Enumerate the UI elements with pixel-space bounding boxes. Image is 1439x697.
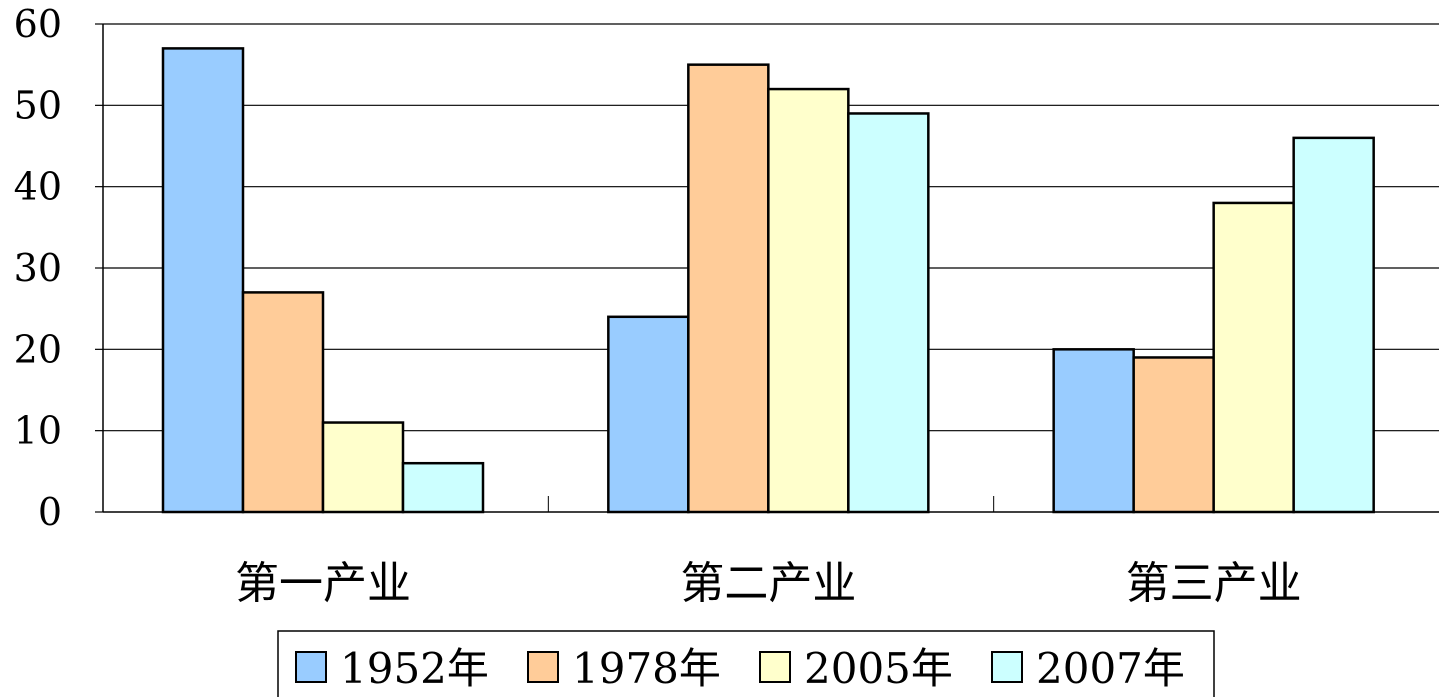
legend: 1952年 1978年 2005年 2007年 <box>277 630 1215 697</box>
legend-label-2007年: 2007年 <box>1036 644 1185 693</box>
bar-2005年-第一产业 <box>321 421 405 514</box>
y-tick-label-30: 30 <box>14 246 62 290</box>
bar-2007年-第一产业 <box>401 461 485 514</box>
category-label-3: 第三产业 <box>1126 558 1302 609</box>
legend-box <box>277 630 1215 697</box>
bars <box>161 47 1375 514</box>
y-tick-label-60: 60 <box>14 2 62 46</box>
legend-swatch-2007年 <box>991 651 1023 683</box>
y-tick-label-40: 40 <box>14 165 62 209</box>
axes <box>95 23 1439 513</box>
y-tick-label-50: 50 <box>14 83 62 127</box>
y-tick-label-0: 0 <box>38 490 62 534</box>
bar-2005年-第三产业 <box>1212 201 1295 514</box>
y-tick-label-20: 20 <box>14 327 62 371</box>
legend-label-1952年: 1952年 <box>340 644 489 693</box>
category-label-1: 第一产业 <box>235 558 411 609</box>
bar-1978年-第三产业 <box>1132 356 1215 514</box>
bar-1952年-第三产业 <box>1052 348 1135 514</box>
y-tick-labels: 0 10 20 30 40 50 60 <box>14 2 62 534</box>
legend-swatch-1952年 <box>295 651 327 683</box>
legend-label-2005年: 2005年 <box>804 644 953 693</box>
y-tick-label-10: 10 <box>14 409 62 453</box>
bar-2005年-第二产业 <box>767 87 850 514</box>
legend-swatch-2005年 <box>759 651 791 683</box>
legend-swatch-1978年 <box>527 651 559 683</box>
category-label-2: 第二产业 <box>680 558 856 609</box>
bar-2007年-第二产业 <box>847 112 930 514</box>
legend-label-1978年: 1978年 <box>572 644 721 693</box>
bar-1952年-第二产业 <box>607 315 690 514</box>
bar-1978年-第一产业 <box>241 291 325 514</box>
category-labels: 第一产业 第二产业 第三产业 <box>235 558 1302 609</box>
bar-1952年-第一产业 <box>161 47 245 514</box>
bar-2007年-第三产业 <box>1292 136 1375 514</box>
bar-1978年-第二产业 <box>687 63 770 514</box>
